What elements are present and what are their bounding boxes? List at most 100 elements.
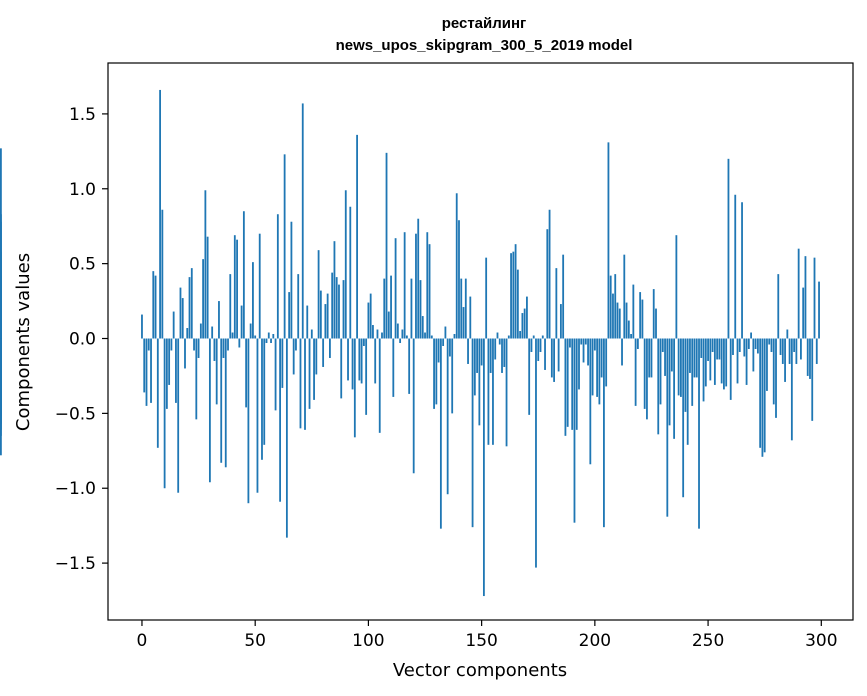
bar-225 [650, 338, 653, 378]
y-axis-label: Components values [13, 253, 34, 431]
bar-74 [308, 338, 311, 409]
bar-108 [385, 152, 388, 339]
bar-97 [360, 338, 363, 384]
bar-230 [661, 338, 664, 352]
bar-series [0, 89, 820, 597]
bar-57 [270, 338, 272, 343]
bar-253 [713, 338, 716, 385]
bar-182 [553, 338, 555, 382]
bar-218 [634, 338, 637, 406]
bar-140 [458, 220, 460, 339]
bar-163 [510, 253, 512, 339]
bar-260 [729, 338, 732, 400]
x-tick-label: 100 [352, 631, 384, 651]
bar-170 [526, 296, 528, 339]
bar-94 [353, 338, 356, 438]
chart-title-line-1: рестайлинг [442, 15, 527, 32]
y-axis: −1.5 −1.0 −0.5 0.0 0.5 1.0 1.5 [55, 105, 108, 574]
bar-9 [161, 209, 164, 339]
bar-174 [535, 338, 537, 568]
bar-144 [467, 338, 469, 364]
bar-151 [482, 338, 485, 597]
bar-79 [319, 290, 322, 339]
bar-286 [788, 338, 791, 364]
bar-186 [562, 254, 565, 339]
bar-220 [639, 292, 642, 339]
bar-129 [433, 338, 435, 409]
bar-168 [521, 313, 524, 339]
bar-235 [673, 338, 676, 439]
bar-202 [598, 338, 601, 405]
bar-267 [745, 338, 748, 385]
bar-158 [498, 338, 501, 345]
bar-20 [186, 328, 189, 339]
bar-154 [489, 338, 492, 373]
bar-8 [159, 89, 161, 339]
bar-209 [614, 274, 617, 339]
bar-53 [261, 338, 263, 460]
bar-156 [494, 338, 497, 360]
bar-107 [383, 278, 386, 339]
bar-80 [322, 338, 325, 367]
bar-52 [258, 233, 261, 339]
bar-195 [582, 338, 585, 363]
bar-138 [453, 334, 456, 339]
bar-215 [627, 320, 630, 339]
bar-207 [609, 275, 612, 339]
bar-116 [403, 232, 406, 339]
bar-226 [652, 289, 655, 339]
bar-118 [408, 338, 411, 394]
bar-187 [564, 338, 567, 436]
bar-180 [548, 209, 551, 339]
x-axis: 0 50 100 150 200 250 300 [137, 620, 838, 651]
bar-126 [426, 232, 429, 339]
bar-38 [227, 338, 229, 351]
bar-290 [797, 248, 800, 339]
x-tick-label: 50 [244, 631, 266, 651]
bar-259 [727, 158, 730, 339]
bar-274 [761, 338, 764, 457]
bar-10 [163, 338, 166, 489]
bar-283 [781, 338, 784, 364]
bar-12 [168, 338, 171, 385]
bar-undefined [0, 338, 2, 378]
bar-113 [396, 323, 399, 339]
bar-28 [204, 190, 207, 339]
bar-91 [347, 338, 349, 381]
bar-44 [240, 305, 243, 339]
bar-288 [793, 338, 796, 352]
bar-75 [310, 329, 313, 339]
bar-265 [741, 202, 743, 339]
bar-51 [256, 338, 259, 493]
bar-86 [335, 277, 338, 339]
bar-77 [315, 338, 318, 375]
bar-100 [367, 302, 370, 339]
bar-196 [584, 338, 587, 345]
bar-234 [670, 338, 673, 372]
bar-217 [632, 284, 635, 339]
bar-106 [381, 332, 383, 339]
bar-84 [331, 272, 334, 339]
bar-223 [646, 338, 648, 420]
bar-171 [528, 338, 531, 415]
bar-264 [738, 338, 741, 352]
bar-56 [267, 332, 270, 339]
bar-278 [770, 338, 773, 352]
bar-249 [704, 338, 707, 387]
bar-61 [279, 338, 281, 502]
bar-6 [154, 275, 157, 339]
bar-292 [802, 287, 805, 339]
bar-148 [476, 338, 479, 373]
bar-142 [462, 307, 465, 339]
bar-90 [344, 190, 347, 339]
bar-298 [815, 338, 818, 364]
bar-103 [374, 338, 377, 384]
y-tick-label: −1.5 [55, 554, 96, 574]
bar-263 [736, 338, 739, 384]
bar-262 [734, 194, 737, 339]
bar-247 [700, 338, 703, 358]
bar-132 [439, 338, 442, 529]
bar-39 [229, 274, 232, 339]
bar-30 [208, 338, 211, 483]
